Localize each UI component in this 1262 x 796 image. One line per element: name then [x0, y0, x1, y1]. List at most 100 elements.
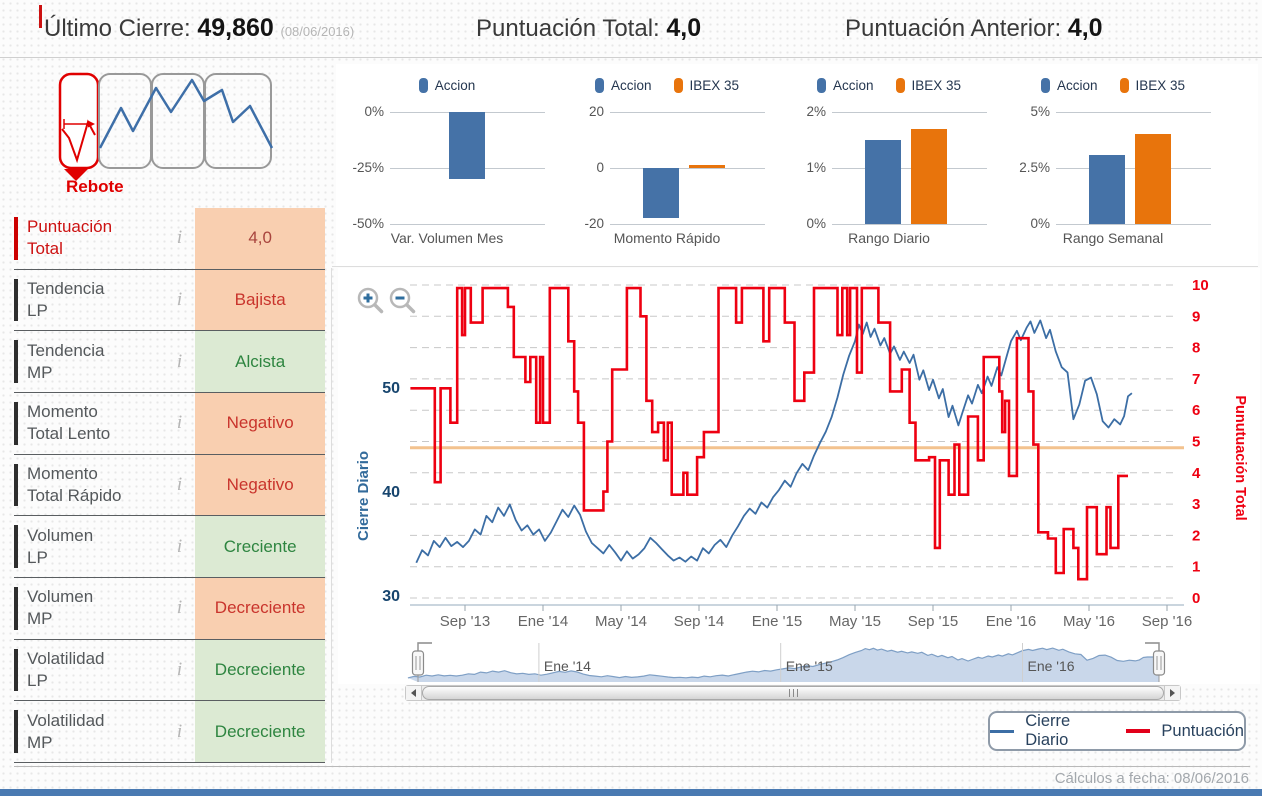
range-navigator[interactable]: Ene '14 Ene '15 Ene '16	[338, 640, 1260, 684]
scrollbar-left-button[interactable]	[406, 686, 422, 700]
pattern-thumbnails	[58, 72, 278, 202]
gridline	[832, 167, 987, 169]
right-tick-label: 3	[1192, 496, 1200, 513]
mini-chart-plot	[610, 111, 765, 225]
legend-item-ibex-35[interactable]: IBEX 35	[1119, 78, 1185, 93]
right-tick-label: 6	[1192, 402, 1200, 419]
pattern-card-2[interactable]	[98, 73, 152, 169]
scrollbar-right-button[interactable]	[1164, 686, 1180, 700]
legend-item-accion[interactable]: Accion	[418, 78, 475, 93]
indicator-row-4: Momento Total Rápido i Negativo	[14, 454, 325, 517]
pattern-card-4[interactable]	[204, 73, 272, 169]
info-icon[interactable]: i	[176, 350, 183, 372]
x-tick-label: May '15	[829, 613, 881, 630]
legend-item-ibex-35[interactable]: IBEX 35	[673, 78, 739, 93]
legend-swatch-icon	[895, 78, 905, 93]
legend-item-accion[interactable]: Accion	[1040, 78, 1098, 93]
y-tick-label: -25%	[352, 160, 384, 175]
row-accent-bar	[14, 648, 18, 692]
right-tick-label: 4	[1192, 465, 1201, 482]
indicator-row-5: Volumen LP i Creciente	[14, 516, 325, 579]
row-accent-bar	[14, 278, 18, 322]
bar-accion	[865, 140, 901, 224]
indicator-label: Momento Total Lento	[27, 402, 111, 444]
gridline	[832, 111, 987, 113]
legend-puntuacion[interactable]: Puntuación	[1161, 721, 1244, 740]
indicator-label: Volatilidad LP	[27, 648, 105, 691]
scrollbar-grip-icon	[788, 689, 790, 697]
mini-chart-plot	[1056, 111, 1211, 225]
navigator-right-handle[interactable]	[1145, 642, 1166, 682]
scroll-right-arrow-icon	[1170, 689, 1175, 697]
indicator-row-7: Volatilidad LP i Decreciente	[14, 639, 325, 702]
gridline	[1056, 223, 1211, 225]
right-tick-label: 10	[1192, 277, 1209, 294]
last-close-value: 49,860	[197, 14, 274, 42]
gridline	[1056, 167, 1211, 169]
indicator-value: Decreciente	[195, 639, 325, 701]
info-icon[interactable]: i	[176, 227, 183, 249]
scrollbar-thumb[interactable]	[422, 686, 1164, 700]
indicator-value: 4,0	[195, 208, 325, 269]
navigator-area	[407, 648, 1159, 682]
mini-chart-title: Rango Semanal	[1062, 230, 1164, 246]
info-icon[interactable]: i	[176, 597, 183, 619]
right-tick-label: 9	[1192, 308, 1200, 325]
pattern-blue-zigzag-icon	[98, 78, 274, 149]
gridline	[390, 223, 545, 225]
legend-swatch-icon	[673, 78, 683, 93]
calc-date: Cálculos a fecha: 08/06/2016	[1054, 770, 1249, 787]
puntuacion-line-swatch-icon	[1126, 729, 1151, 733]
puntuacion-step-line	[410, 286, 1128, 581]
zoom-in-icon[interactable]	[357, 287, 384, 314]
legend-swatch-icon	[816, 78, 826, 93]
scroll-left-arrow-icon	[411, 689, 416, 697]
indicator-row-6: Volumen MP i Decreciente	[14, 578, 325, 640]
last-close-date: (08/06/2016)	[280, 24, 355, 39]
bar-ibex-35	[1135, 134, 1171, 224]
y-tick-label: 0%	[1030, 216, 1050, 231]
x-tick-label: Sep '14	[674, 613, 724, 630]
scrollbar-grip-icon	[796, 689, 798, 697]
indicator-label: Tendencia LP	[27, 278, 105, 320]
info-icon[interactable]: i	[176, 412, 183, 434]
bottom-accent-bar	[0, 789, 1262, 796]
indicator-value: Negativo	[195, 393, 325, 454]
info-icon[interactable]: i	[176, 289, 183, 310]
row-accent-bar	[14, 587, 18, 630]
indicator-row-8: Volatilidad MP i Decreciente	[14, 701, 325, 764]
indicator-table: Puntuación Total i 4,0 Tendencia LP i Bajista Te…	[14, 208, 325, 764]
row-accent-bar	[14, 402, 18, 445]
info-icon[interactable]: i	[176, 474, 183, 496]
legend-cierre-diario[interactable]: Cierre Diario	[1025, 712, 1071, 749]
gridline	[610, 111, 765, 113]
gridline	[610, 167, 765, 169]
indicator-value: Decreciente	[195, 578, 325, 639]
vertical-separator	[331, 268, 332, 763]
right-tick-label: 1	[1192, 559, 1200, 576]
navigator-label: Ene '14	[544, 658, 591, 674]
bar-ibex-35	[689, 165, 725, 168]
chart-scrollbar[interactable]	[405, 685, 1181, 701]
zoom-out-icon[interactable]	[389, 287, 416, 314]
indicator-row-1: Tendencia LP i Bajista	[14, 269, 325, 332]
info-icon[interactable]: i	[176, 535, 183, 557]
rebote-zigzag-icon	[61, 119, 96, 164]
navigator-left-handle[interactable]	[411, 642, 433, 682]
indicator-value: Negativo	[195, 454, 325, 516]
cierre-diario-line	[415, 319, 1133, 564]
footer-divider	[14, 766, 1250, 767]
y-tick-label: 1%	[806, 160, 826, 175]
indicator-label: Volatilidad MP	[27, 710, 105, 752]
horizontal-separator	[332, 266, 1258, 267]
legend-item-accion[interactable]: Accion	[816, 78, 874, 93]
right-tick-label: 0	[1192, 590, 1200, 607]
mini-chart-4: Accion IBEX 35 5% 2.5% 0% Rango Semanal	[1008, 72, 1218, 264]
info-icon[interactable]: i	[176, 659, 183, 681]
legend-item-ibex-35[interactable]: IBEX 35	[895, 78, 961, 93]
info-icon[interactable]: i	[176, 720, 183, 742]
legend-item-accion[interactable]: Accion	[594, 78, 652, 93]
right-tick-label: 7	[1192, 371, 1200, 388]
indicator-value: Creciente	[195, 516, 325, 578]
navigator-label: Ene '16	[1028, 658, 1075, 674]
